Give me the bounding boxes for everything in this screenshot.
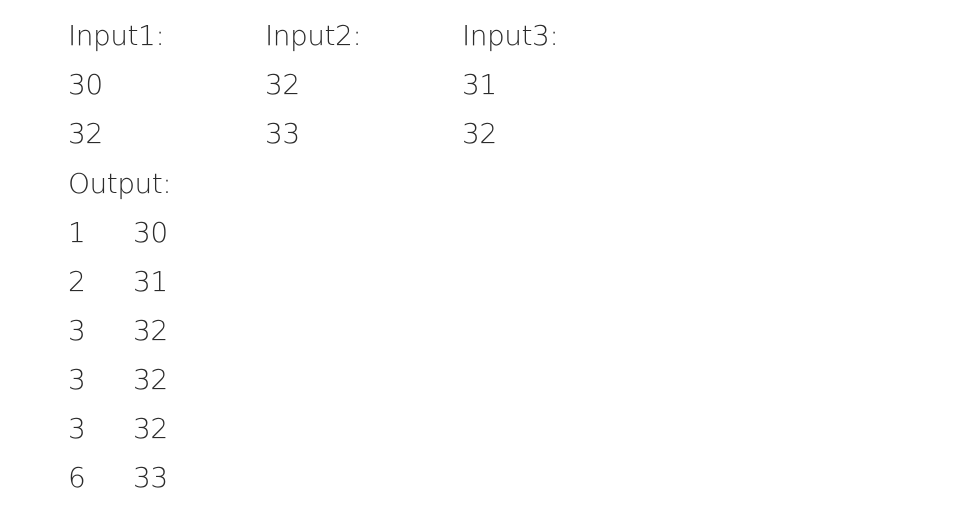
output-value: 31 <box>133 265 168 298</box>
output-value: 30 <box>133 216 168 249</box>
input1-value: 30 <box>68 68 103 101</box>
input3-label: Input3: <box>462 19 559 52</box>
input3-value: 31 <box>462 68 497 101</box>
output-label: Output: <box>68 167 172 200</box>
input2-value: 32 <box>265 68 300 101</box>
output-index: 1 <box>68 216 86 249</box>
input2-value: 33 <box>265 117 300 150</box>
output-index: 3 <box>68 314 86 347</box>
output-value: 32 <box>133 412 168 445</box>
output-index: 6 <box>68 461 86 494</box>
input3-value: 32 <box>462 117 497 150</box>
input1-label: Input1: <box>68 19 165 52</box>
output-index: 3 <box>68 412 86 445</box>
input2-label: Input2: <box>265 19 362 52</box>
output-value: 32 <box>133 363 168 396</box>
output-index: 3 <box>68 363 86 396</box>
output-value: 32 <box>133 314 168 347</box>
output-value: 33 <box>133 461 168 494</box>
input1-value: 32 <box>68 117 103 150</box>
output-index: 2 <box>68 265 86 298</box>
